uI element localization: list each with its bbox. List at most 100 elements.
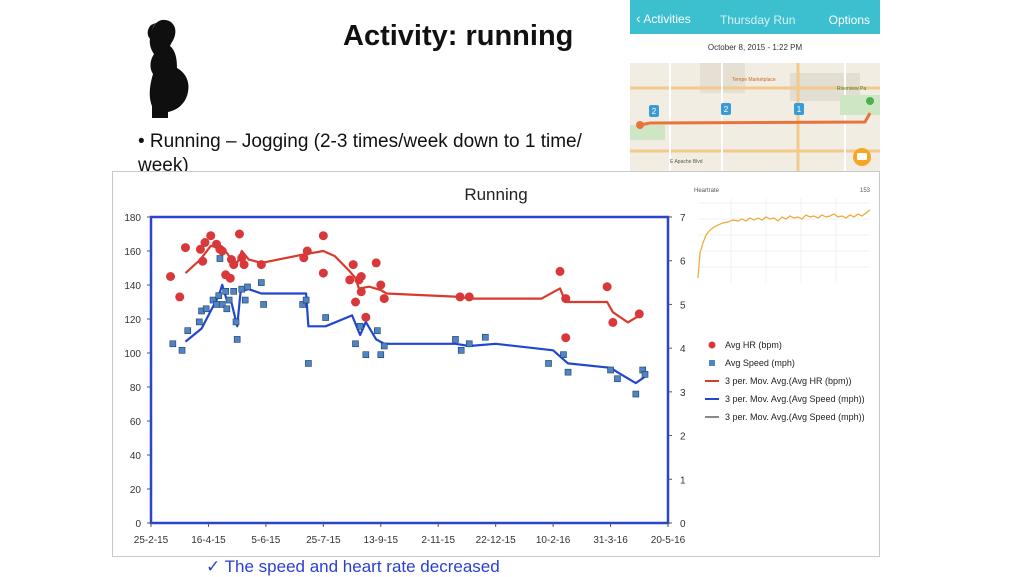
speed-point: [178, 347, 186, 354]
hr-point: [455, 292, 465, 302]
y-right-tick-label: 0: [680, 519, 686, 530]
speed-point: [216, 255, 224, 262]
phone-navbar: ‹ Activities Thursday Run Options: [630, 0, 880, 34]
svg-text:2: 2: [724, 105, 729, 114]
svg-text:1: 1: [797, 105, 802, 114]
y-right-tick-label: 2: [680, 432, 686, 443]
legend-label: Avg HR (bpm): [725, 340, 782, 350]
x-tick-label: 2-11-15: [421, 535, 455, 546]
y-left-tick-label: 140: [124, 281, 141, 292]
conclusion-text: ✓ The speed and heart rate decreased: [206, 557, 500, 576]
map-label: Riverview Pa: [837, 86, 866, 92]
hr-point: [229, 260, 239, 270]
legend-label: 3 per. Mov. Avg.(Avg Speed (mph)): [725, 412, 865, 422]
y-left-tick-label: 180: [124, 213, 141, 224]
speed-point: [215, 292, 223, 299]
hr-point: [602, 282, 612, 292]
speed-point: [356, 322, 364, 330]
hr-point: [464, 292, 474, 302]
y-left-tick-label: 40: [130, 451, 142, 462]
route-line: [639, 112, 872, 127]
speed-point: [260, 301, 267, 308]
hr-point: [256, 260, 266, 270]
speed-point: [225, 296, 233, 304]
hr-point: [175, 292, 185, 302]
x-tick-label: 31-3-16: [593, 535, 628, 546]
hr-point: [302, 246, 312, 256]
speed-point: [352, 340, 359, 348]
legend-entry: Avg HR (bpm): [705, 339, 865, 357]
speed-point: [213, 301, 220, 308]
y-left-tick-label: 20: [130, 485, 142, 496]
legend-symbol: [705, 375, 719, 387]
phone-title: Thursday Run: [720, 13, 796, 27]
options-button[interactable]: Options: [828, 13, 870, 27]
speed-point: [223, 305, 231, 313]
legend-entry: 3 per. Mov. Avg.(Avg Speed (mph)): [705, 393, 865, 411]
speed-point: [241, 296, 249, 304]
hr-point: [206, 231, 216, 241]
x-tick-label: 20-5-16: [651, 535, 686, 546]
hr-point: [371, 258, 381, 268]
legend-entry: Avg Speed (mph): [705, 357, 865, 375]
y-right-tick-label: 7: [680, 213, 686, 224]
x-tick-label: 22-12-15: [476, 535, 516, 546]
legend-symbol: [705, 411, 719, 423]
slide-title: Activity: running: [343, 20, 574, 52]
y-left-tick-label: 80: [130, 383, 142, 394]
y-left-tick-label: 60: [130, 417, 142, 428]
speed-point: [195, 318, 203, 326]
route-map[interactable]: 2 2 1 Tempe Marketplace Riverview Pa E A…: [630, 63, 880, 172]
speed-point: [377, 351, 385, 358]
hr-point: [345, 275, 355, 285]
speed-point: [632, 390, 640, 398]
speed-point: [305, 360, 312, 367]
hr-point: [195, 244, 205, 254]
speed-point: [222, 288, 229, 295]
speed-point: [452, 336, 459, 343]
legend-symbol: [705, 357, 719, 369]
speed-point: [244, 283, 251, 291]
hr-point: [561, 333, 571, 343]
x-tick-label: 25-2-15: [134, 535, 169, 546]
hr-point: [608, 317, 618, 327]
activity-date: October 8, 2015 - 1:22 PM: [707, 43, 803, 52]
camera-icon: [857, 153, 867, 160]
legend-entry: 3 per. Mov. Avg.(Avg HR (bpm)): [705, 375, 865, 393]
speed-point: [322, 314, 329, 321]
legend-label: 3 per. Mov. Avg.(Avg Speed (mph)): [725, 394, 865, 404]
speed-point: [299, 301, 306, 308]
hr-point: [200, 238, 210, 247]
speed-point: [380, 342, 388, 350]
speed-point: [614, 375, 621, 383]
speed-point: [238, 285, 246, 293]
hr-point: [555, 266, 565, 276]
hr-point: [237, 253, 247, 263]
speed-point: [209, 296, 217, 304]
legend-symbol: [705, 393, 719, 405]
legend-label: 3 per. Mov. Avg.(Avg HR (bpm)): [725, 376, 852, 386]
speed-point: [184, 327, 192, 334]
hr-point: [348, 260, 358, 270]
speed-point: [362, 351, 370, 358]
map-marker: [794, 103, 804, 115]
speed-point: [202, 305, 210, 313]
y-right-tick-label: 6: [680, 257, 686, 268]
y-left-tick-label: 160: [124, 247, 141, 258]
hr-point: [376, 280, 386, 290]
legend-label: Avg Speed (mph): [725, 358, 795, 368]
hr-point: [225, 273, 235, 283]
speed-point: [465, 340, 473, 348]
y-right-tick-label: 3: [680, 388, 686, 399]
hr-point: [356, 287, 366, 297]
speed-point: [607, 366, 614, 374]
legend-entry: 3 per. Mov. Avg.(Avg Speed (mph)): [705, 411, 865, 429]
back-button[interactable]: ‹ Activities: [636, 10, 691, 26]
speed-point: [482, 333, 489, 341]
speed-point: [560, 351, 567, 358]
speed-point: [230, 288, 238, 295]
hr-point: [356, 272, 366, 281]
speed-point: [641, 371, 649, 378]
y-left-tick-label: 100: [124, 349, 141, 360]
running-chart: Running 0 20 40 60 80 100 120 140 160 180 0 1 2 3 4 5 6 7 2…: [124, 185, 686, 546]
